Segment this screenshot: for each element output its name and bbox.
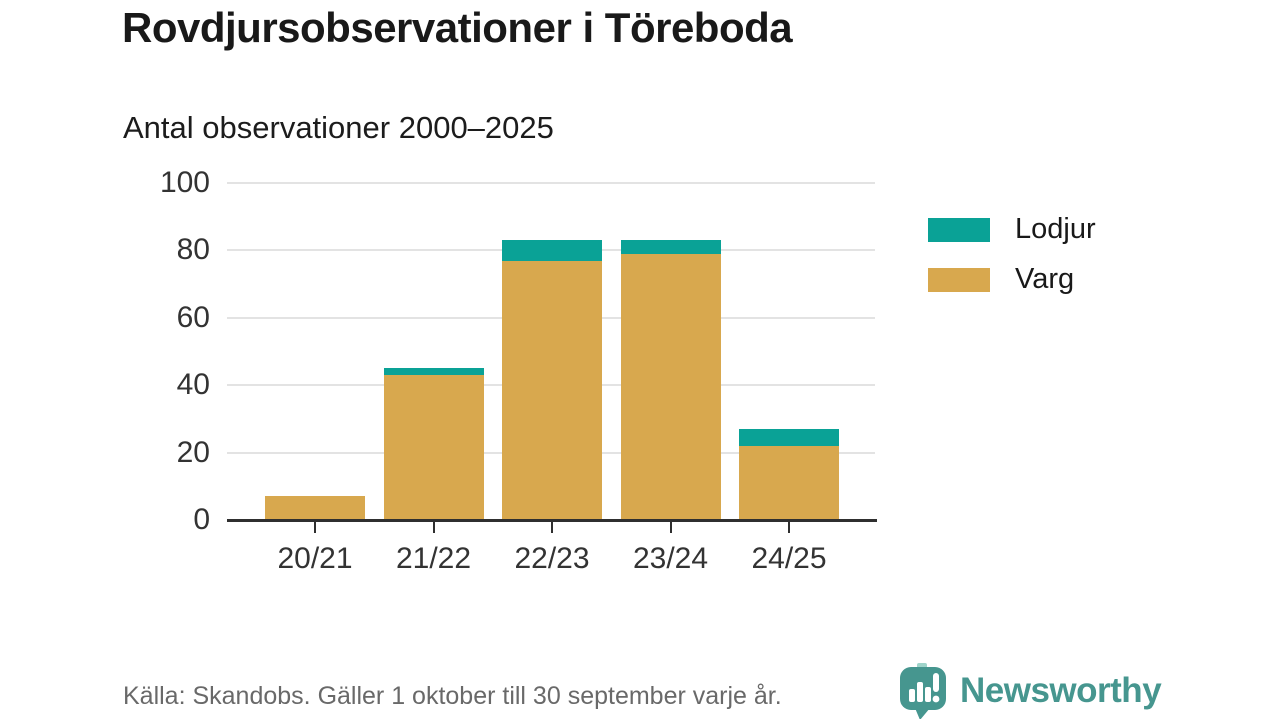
legend: Lodjur Varg xyxy=(928,215,1096,294)
bar-segment-varg-23/24 xyxy=(620,253,721,520)
bar-group-21/22 xyxy=(383,368,484,520)
newsworthy-wordmark: Newsworthy xyxy=(960,671,1162,710)
bar-segment-lodjur-22/23 xyxy=(502,240,602,261)
x-axis-label-23/24: 23/24 xyxy=(632,542,709,575)
chart-title: Rovdjursobservationer i Töreboda xyxy=(122,4,793,51)
bar-segment-lodjur-21/22 xyxy=(383,368,484,376)
newsworthy-logo: Newsworthy xyxy=(896,663,1162,719)
y-axis-tick-0: 0 xyxy=(193,503,210,536)
x-axis-line xyxy=(227,519,877,522)
bar-segment-varg-24/25 xyxy=(739,445,839,520)
x-axis-tick-22/23 xyxy=(551,522,553,533)
x-axis-tick-20/21 xyxy=(314,522,316,533)
x-axis-tick-23/24 xyxy=(669,522,672,533)
x-axis-label-22/23: 22/23 xyxy=(514,542,590,575)
chart-subtitle: Antal observationer 2000–2025 xyxy=(123,110,554,145)
bar-segment-lodjur-23/24 xyxy=(620,240,721,254)
y-axis-tick-20: 20 xyxy=(176,435,210,469)
legend-label-lodjur: Lodjur xyxy=(1015,213,1096,245)
gridline-100 xyxy=(227,182,875,184)
x-axis-label-20/21: 20/21 xyxy=(277,542,353,575)
x-axis-tick-24/25 xyxy=(788,522,790,533)
legend-swatch-lodjur xyxy=(928,217,990,242)
y-axis-tick-80: 80 xyxy=(176,233,210,267)
source-note: Källa: Skandobs. Gäller 1 oktober till 3… xyxy=(123,682,782,710)
newsworthy-icon xyxy=(900,663,946,719)
x-axis-label-24/25: 24/25 xyxy=(751,542,827,575)
bar-group-20/21 xyxy=(265,496,365,520)
legend-item-varg: Varg xyxy=(928,265,1096,294)
bar-segment-varg-21/22 xyxy=(383,375,484,520)
legend-label-varg: Varg xyxy=(1015,263,1075,295)
bar-segment-lodjur-24/25 xyxy=(739,429,839,446)
legend-item-lodjur: Lodjur xyxy=(928,215,1096,244)
bar-group-23/24 xyxy=(620,240,721,520)
legend-swatch-varg xyxy=(928,267,990,292)
y-axis-tick-40: 40 xyxy=(176,368,210,402)
bar-segment-varg-20/21 xyxy=(265,496,365,520)
y-axis-tick-100: 100 xyxy=(159,166,210,199)
bar-group-22/23 xyxy=(502,240,602,520)
y-axis-tick-60: 60 xyxy=(176,300,210,334)
x-axis-tick-21/22 xyxy=(432,522,435,533)
bar-group-24/25 xyxy=(739,429,839,520)
bar-segment-varg-22/23 xyxy=(502,260,602,520)
x-axis-label-21/22: 21/22 xyxy=(395,542,472,575)
